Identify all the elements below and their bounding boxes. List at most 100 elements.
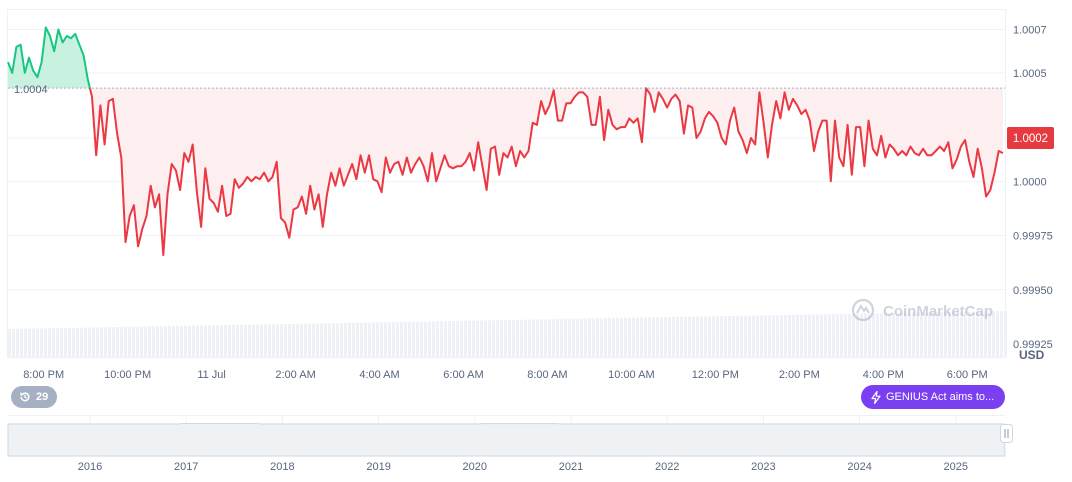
volume-bars [8, 311, 1007, 357]
volume-bar [148, 326, 151, 357]
x-tick-label: 12:00 PM [692, 369, 739, 381]
volume-bar [912, 312, 915, 357]
volume-bar [896, 312, 899, 357]
volume-bar [748, 315, 751, 357]
y-tick-label: 1.0005 [1013, 68, 1047, 80]
volume-bar [272, 324, 275, 357]
volume-bar [352, 322, 355, 357]
volume-bar [532, 319, 535, 357]
volume-bar [660, 317, 663, 357]
volume-bar [84, 327, 87, 357]
volume-bar [808, 314, 811, 357]
volume-bar [60, 328, 63, 357]
volume-bar [68, 327, 71, 357]
volume-bar [692, 316, 695, 357]
volume-bar [616, 318, 619, 357]
volume-bar [784, 314, 787, 357]
watermark: CoinMarketCap [851, 298, 993, 322]
volume-bar [504, 320, 507, 357]
volume-bar [112, 327, 115, 357]
volume-bar [676, 316, 679, 357]
volume-bar [840, 313, 843, 357]
volume-bar [472, 320, 475, 357]
volume-bar [80, 327, 83, 357]
volume-bar [800, 314, 803, 357]
volume-bar [772, 315, 775, 357]
volume-bar [496, 320, 499, 357]
volume-bar [552, 319, 555, 357]
navigator-handle-box[interactable] [1000, 424, 1013, 443]
volume-bar [56, 328, 59, 357]
volume-bar [388, 322, 391, 357]
coinmarketcap-logo-icon [851, 298, 875, 322]
x-tick-label: 4:00 PM [863, 369, 904, 381]
volume-bar [812, 314, 815, 357]
volume-bar [432, 321, 435, 357]
volume-bar [284, 324, 287, 357]
navigator-year-label: 2017 [174, 461, 198, 473]
volume-bar [632, 317, 635, 357]
volume-bar [308, 323, 311, 357]
volume-bar [556, 319, 559, 357]
volume-bar [460, 320, 463, 357]
volume-bar [224, 325, 227, 357]
volume-bar [920, 312, 923, 357]
plot-frame [7, 9, 1006, 358]
volume-bar [1004, 311, 1007, 357]
volume-bar [756, 315, 759, 357]
volume-bar [512, 319, 515, 357]
volume-bar [900, 312, 903, 357]
volume-bar [688, 316, 691, 357]
volume-bar [252, 324, 255, 357]
navigator-year-label: 2024 [847, 461, 871, 473]
volume-bar [328, 323, 331, 357]
volume-bar [648, 317, 651, 357]
volume-bar [968, 311, 971, 357]
volume-bar [700, 316, 703, 357]
volume-bar [196, 325, 199, 357]
x-tick-label: 11 Jul [197, 369, 226, 381]
volume-bar [652, 317, 655, 357]
navigator-area [7, 423, 1006, 457]
volume-bar [720, 316, 723, 357]
navigator-year-label: 2023 [751, 461, 775, 473]
volume-bar [932, 312, 935, 357]
volume-bar [760, 315, 763, 357]
history-badge[interactable]: 29 [11, 386, 58, 408]
volume-bar [436, 321, 439, 357]
volume-bar [816, 314, 819, 357]
volume-bar [992, 311, 995, 357]
volume-bar [948, 312, 951, 357]
navigator[interactable]: 2016 2017 2018 2019 2020 2021 2022 2023 2024 2025 [7, 415, 1013, 474]
volume-bar [488, 320, 491, 357]
volume-bar [640, 317, 643, 357]
volume-bar [300, 323, 303, 357]
volume-bar [768, 315, 771, 357]
volume-bar [780, 315, 783, 357]
volume-bar [500, 320, 503, 357]
volume-bar [164, 326, 167, 357]
volume-bar [296, 323, 299, 357]
volume-bar [44, 328, 47, 357]
navigator-handle[interactable] [1000, 424, 1013, 443]
volume-bar [568, 318, 571, 357]
volume-bar [996, 311, 999, 357]
news-badge[interactable]: GENIUS Act aims to... [861, 385, 1005, 409]
volume-bar [244, 324, 247, 357]
volume-bar [960, 311, 963, 357]
reference-price-label: 1.0004 [14, 84, 48, 96]
volume-bar [696, 316, 699, 357]
area-fill-down [8, 88, 1003, 256]
volume-bar [560, 319, 563, 357]
volume-bar [48, 328, 51, 357]
volume-bar [304, 323, 307, 357]
volume-bar [868, 313, 871, 357]
volume-bar [120, 326, 123, 357]
volume-bar [724, 316, 727, 357]
volume-bar [524, 319, 527, 357]
volume-bar [944, 312, 947, 357]
volume-bar [872, 313, 875, 357]
volume-bar [72, 327, 75, 357]
